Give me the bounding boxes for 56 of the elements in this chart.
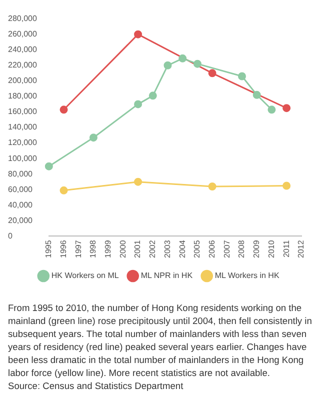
x-tick-label: 1998 (88, 240, 98, 258)
y-tick-label: 120,000 (8, 138, 38, 148)
x-tick-label: 2003 (162, 240, 172, 258)
x-tick-label: 2007 (222, 240, 232, 258)
x-tick-label: 2004 (178, 240, 187, 258)
point (238, 72, 246, 80)
point (134, 30, 142, 38)
x-tick-label: 2005 (192, 240, 202, 258)
y-tick-label: 240,000 (8, 45, 38, 54)
point (282, 104, 291, 112)
x-tick-label: 2006 (207, 240, 216, 258)
point (193, 60, 202, 68)
x-tick-label: 2010 (266, 240, 276, 258)
point (252, 90, 261, 99)
y-tick-label: 180,000 (8, 92, 38, 101)
point (148, 92, 157, 100)
x-tick-label: 2000 (118, 240, 128, 258)
y-tick-label: 140,000 (8, 122, 38, 132)
point (164, 61, 172, 70)
y-tick-label: 20,000 (8, 216, 34, 225)
x-tick-label: 2002 (148, 240, 158, 258)
point (89, 134, 98, 142)
y-tick-label: 200,000 (8, 76, 38, 86)
x-tick-label: 2012 (296, 240, 306, 258)
y-tick-label: 100,000 (8, 154, 38, 163)
y-tick-label: 260,000 (8, 30, 38, 39)
point (178, 54, 187, 62)
legend-label: HK Workers on ML (51, 271, 120, 280)
x-tick-label: 2011 (282, 240, 291, 258)
point (208, 182, 216, 191)
x-tick-label: 1999 (104, 240, 113, 258)
point (134, 100, 142, 108)
x-tick-label: 1996 (58, 240, 68, 258)
x-tick-label: 1997 (74, 240, 83, 258)
point (134, 178, 142, 186)
point (44, 162, 53, 170)
point (60, 106, 68, 114)
legend-label: ML NPR in HK (140, 271, 194, 280)
y-tick-label: 80,000 (8, 169, 34, 178)
point (282, 182, 291, 190)
y-tick-label: 220,000 (8, 60, 38, 70)
x-tick-label: 2008 (237, 240, 246, 258)
x-tick-label: 1995 (44, 240, 54, 258)
x-tick-label: 2009 (252, 240, 262, 258)
x-tick-label: 2001 (133, 240, 142, 258)
legend-label: ML Workers in HK (214, 271, 280, 280)
y-tick-label: 160,000 (8, 107, 38, 116)
point (208, 69, 216, 78)
point (60, 186, 68, 194)
y-tick-label: 60,000 (8, 184, 34, 194)
y-tick-label: 40,000 (8, 200, 34, 210)
source-note: Source: Census and Statistics Department (8, 380, 184, 393)
y-tick-label: 280,000 (8, 14, 38, 24)
y-tick-label: 0 (8, 231, 13, 240)
text: From 1995 to 2010, the number of Hong Kong residents working on the mainland (green line) rose precipitously until 2004, then fell consistently in subsequent years. The total number of mainlanders with less than seven years of residency (red line) peaked several years earlier. Changes have been less dramatic in the total number of mainlanders in the Hong Kong labor force (yellow line). More recent statistics are not available. (8, 302, 313, 380)
point (268, 106, 276, 114)
